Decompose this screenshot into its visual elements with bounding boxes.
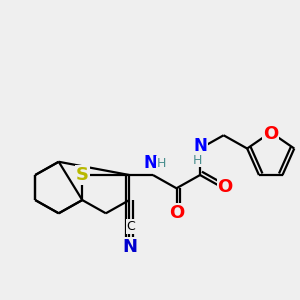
- Text: N: N: [193, 136, 207, 154]
- Text: C: C: [127, 220, 135, 233]
- Text: N: N: [122, 238, 137, 256]
- Text: O: O: [169, 204, 184, 222]
- Text: S: S: [76, 166, 89, 184]
- Text: H: H: [157, 157, 167, 170]
- Text: N: N: [143, 154, 157, 172]
- Text: O: O: [263, 125, 278, 143]
- Text: O: O: [218, 178, 233, 196]
- Text: H: H: [192, 154, 202, 167]
